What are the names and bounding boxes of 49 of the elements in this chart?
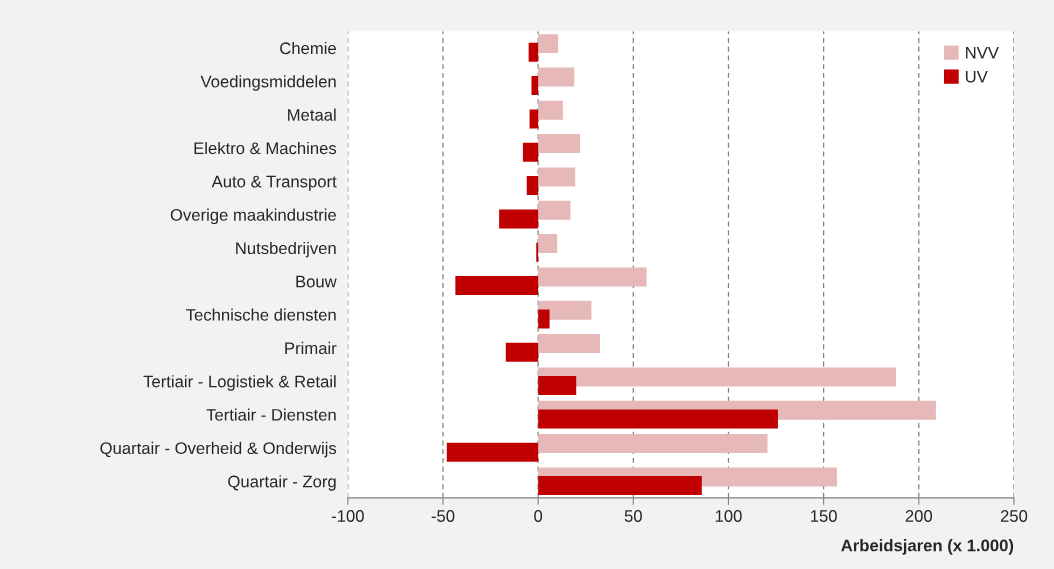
y-tick-label: Tertiair - Logistiek & Retail: [143, 375, 336, 391]
y-tick-label: Quartair - Zorg: [228, 475, 336, 491]
y-tick-label: Overige maakindustrie: [170, 208, 336, 225]
y-tick-label: Nutsbedrijven: [236, 241, 336, 258]
x-tick-label: 100: [715, 510, 742, 522]
bar: [531, 76, 539, 96]
x-tick-label: 150: [810, 510, 837, 522]
bar: [538, 434, 768, 454]
y-tick-label: Chemie: [280, 41, 336, 55]
y-tick-label: Technische diensten: [186, 308, 336, 321]
bar: [528, 42, 539, 62]
y-tick-label: Primair: [285, 341, 337, 355]
y-tick-label: Voedingsmiddelen: [200, 75, 336, 91]
bar: [538, 267, 647, 287]
bar: [538, 67, 575, 87]
y-tick-label: Quartair - Overheid & Onderwijs: [100, 441, 337, 458]
legend-label: UV: [965, 70, 988, 83]
y-tick-label: Tertiair - Diensten: [206, 408, 336, 421]
bar: [538, 100, 563, 120]
x-axis-title: Arbeidsjaren (x 1.000): [841, 539, 1014, 555]
bar: [538, 309, 550, 329]
bar: [538, 200, 571, 220]
bar: [538, 367, 896, 387]
bar: [538, 234, 558, 254]
x-tick-label: 200: [905, 510, 933, 522]
x-tick-label: 250: [1000, 510, 1028, 522]
bar: [529, 109, 539, 129]
bar: [522, 142, 539, 162]
bar: [538, 134, 581, 154]
bar: [526, 176, 539, 196]
bar: [455, 276, 539, 296]
x-tick-label: -50: [431, 510, 455, 522]
bar: [446, 442, 539, 462]
bar: [538, 334, 600, 354]
x-tick-label: 50: [624, 510, 642, 522]
bar: [538, 476, 702, 496]
y-tick-label: Bouw: [296, 275, 337, 288]
y-tick-label: Auto & Transport: [211, 175, 337, 191]
bar: [538, 167, 576, 187]
bar: [538, 34, 559, 54]
y-tick-label: Elektro & Machines: [194, 141, 337, 155]
x-tick-label: 0: [534, 510, 543, 522]
bar: [499, 209, 539, 229]
bar: [505, 342, 539, 362]
y-tick-label: Metaal: [288, 108, 336, 121]
bar: [538, 409, 778, 429]
x-tick-label: -100: [331, 510, 364, 522]
bar: [538, 376, 577, 396]
legend-label: NVV: [966, 47, 999, 59]
